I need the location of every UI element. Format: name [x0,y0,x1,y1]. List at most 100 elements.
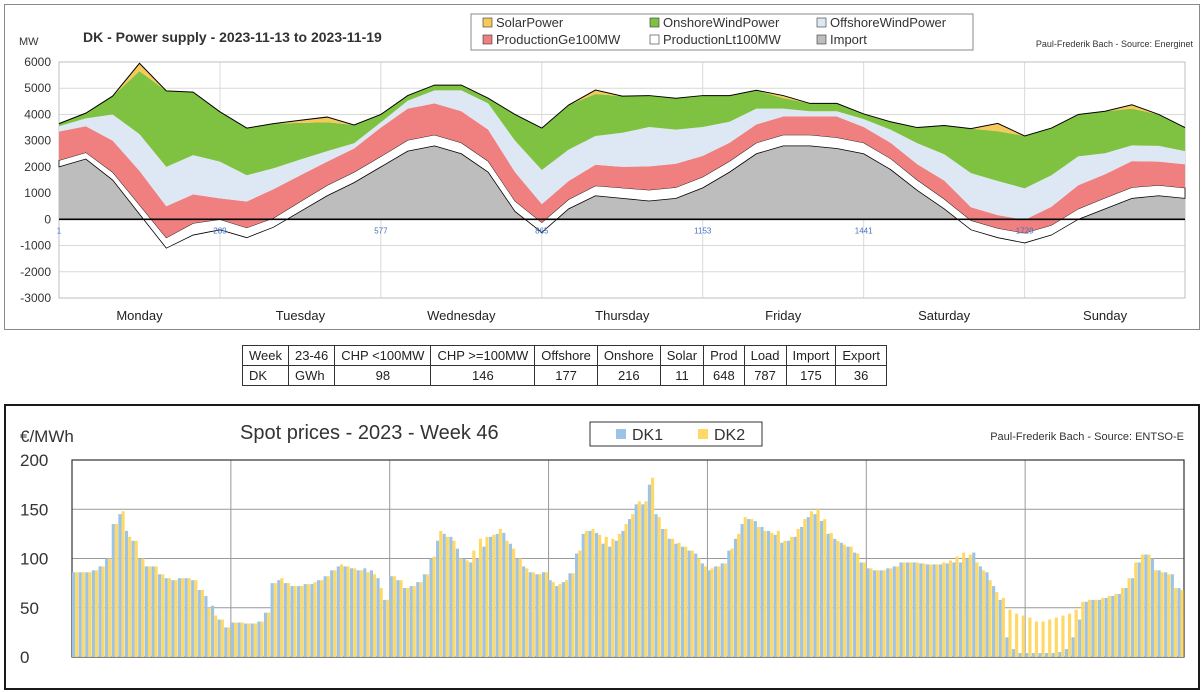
summary-data-row: DK GWh 98 146 177 216 11 648 787 175 36 [242,365,887,386]
spot-bar-dk1 [429,558,433,657]
power-supply-svg: MW DK - Power supply - 2023-11-13 to 202… [19,13,1193,323]
spot-bar-dk2 [167,578,171,657]
power-day-labels: Monday Tuesday Wednesday Thursday Friday Satu… [116,308,1127,323]
spot-bar-dk2 [869,568,873,657]
power-y-tick-label: 4000 [24,107,51,121]
spot-bar-dk2 [935,564,939,657]
spot-bar-dk2 [551,582,555,657]
spot-bar-dk1 [78,572,82,657]
spot-bar-dk1 [330,570,334,657]
spot-bar-dk2 [1173,588,1178,657]
spot-bar-dk1 [548,580,552,657]
spot-bar-dk1 [396,580,400,657]
spot-bar-dk1 [680,546,685,657]
spot-bar-dk2 [353,568,357,657]
spot-bar-dk1 [105,558,109,657]
spot-bar-dk1 [151,566,155,657]
spot-bar-dk2 [538,574,542,657]
spot-y-tick-labels: 200 150 100 50 0 [20,451,48,667]
spot-bar-dk2 [598,534,602,657]
spot-bar-dk1 [495,533,499,657]
spot-bar-dk1 [297,586,301,657]
spot-bar-dk2 [207,607,211,657]
spot-bar-dk1 [1137,562,1141,657]
spot-bar-dk2 [339,564,344,657]
spot-bar-dk1 [1045,653,1049,657]
power-x-tick-label: 1729 [1016,226,1034,235]
spot-bar-dk1 [939,564,943,657]
power-day-label: Sunday [1083,308,1128,323]
spot-bar-dk1 [786,540,791,657]
spot-legend-swatch [698,429,708,439]
spot-bar-dk2 [723,563,727,657]
spot-bar-dk2 [194,580,198,657]
spot-bar-dk2 [260,621,264,657]
power-y-tick-label: 5000 [24,81,51,95]
spot-bar-dk1 [1031,653,1035,657]
spot-bar-dk2 [690,550,694,657]
power-legend-label: OnshoreWindPower [663,15,780,30]
spot-bar-dk1 [647,484,652,657]
spot-bar-dk2 [425,574,430,657]
spot-bar-dk1 [1005,637,1009,657]
spot-bar-dk2 [174,580,178,657]
spot-bar-dk2 [114,524,119,657]
spot-bar-dk1 [1131,578,1135,657]
spot-bar-dk1 [793,536,797,657]
spot-bar-dk1 [892,566,896,657]
summary-header-cell: Offshore [534,345,598,366]
spot-bar-dk2 [770,532,774,657]
power-area-onshorewindpower [59,71,1185,189]
spot-bar-dk2 [313,582,317,657]
spot-bar-dk2 [498,528,502,657]
spot-bar-dk2 [558,584,562,657]
spot-bar-dk1 [376,578,380,657]
spot-bar-dk1 [1124,588,1128,657]
spot-bar-dk1 [91,570,96,657]
summary-header-cell: Prod [703,345,745,366]
spot-bar-dk2 [909,562,913,657]
spot-bar-dk1 [270,583,274,657]
spot-bar-dk1 [628,519,632,657]
spot-bar-dk1 [800,526,804,657]
summary-header-cell: 23-46 [287,345,336,366]
spot-bar-dk2 [697,558,701,657]
spot-bar-dk1 [455,548,460,657]
spot-bar-dk1 [1150,558,1155,657]
spot-bar-dk1 [1025,653,1029,657]
spot-bar-dk2 [737,533,741,657]
spot-bar-dk1 [177,578,182,657]
spot-bar-dk2 [161,574,165,657]
power-legend-label: ProductionLt100MW [663,32,782,47]
spot-bar-dk1 [998,599,1002,657]
spot-bar-dk1 [436,540,440,657]
power-legend-swatch [649,34,660,45]
spot-legend-label: DK2 [714,427,745,444]
spot-bar-dk2 [889,568,893,657]
spot-bar-dk2 [220,619,224,657]
spot-bar-dk2 [200,590,205,657]
spot-bar-dk2 [1048,619,1052,657]
spot-bar-dk2 [1068,613,1072,657]
spot-bar-dk1 [191,580,195,657]
summary-data-cell: 216 [596,365,661,386]
spot-bar-dk1 [601,543,605,657]
spot-bar-dk2 [154,566,158,657]
spot-bar-dk2 [525,568,529,657]
spot-bar-dk2 [591,528,595,657]
spot-bar-dk2 [1041,621,1045,657]
spot-bar-dk1 [661,528,665,657]
spot-bar-dk1 [124,530,129,657]
spot-bar-dk2 [571,573,575,657]
spot-bar-dk1 [1084,601,1088,657]
spot-bar-dk2 [399,580,403,657]
spot-bars [72,477,1184,657]
spot-bar-dk2 [445,536,449,657]
spot-bar-dk1 [416,582,420,657]
spot-bar-dk2 [518,558,522,657]
power-supply-chart: MW DK - Power supply - 2023-11-13 to 202… [4,4,1200,330]
power-day-label: Thursday [595,308,650,323]
power-x-tick-label: 1153 [694,226,712,235]
spot-bar-dk1 [806,517,810,657]
spot-bar-dk1 [853,552,857,657]
